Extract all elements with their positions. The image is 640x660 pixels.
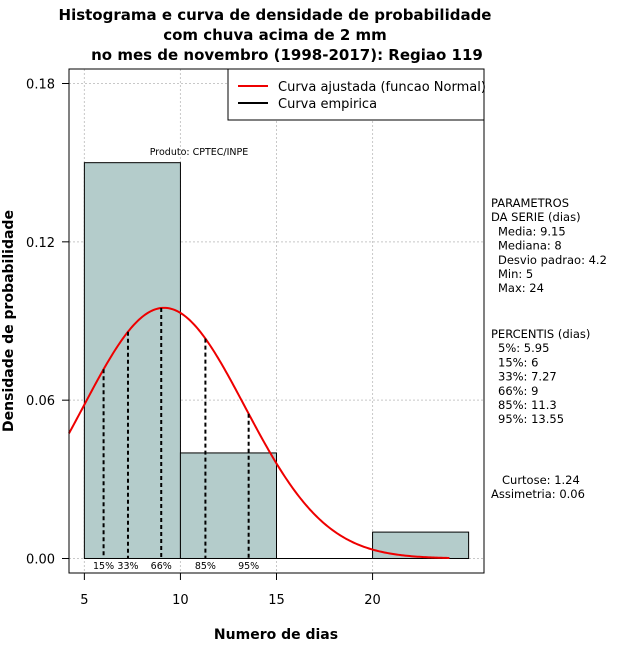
params-line-4: Desvio padrao: 4.2	[498, 253, 607, 267]
params-line-2: Media: 9.15	[498, 224, 566, 238]
y-axis-label: Densidade de probabilidade	[1, 210, 17, 432]
x-tick-label-1: 10	[172, 593, 189, 608]
chart-title-line-1: Histograma e curva de densidade de proba…	[59, 6, 492, 24]
params-line-0: PARAMETROS	[491, 196, 569, 210]
percentis-line-2: 15%: 6	[498, 355, 538, 369]
percentile-label-2: 66%	[151, 561, 172, 572]
product-annotation: Produto: CPTEC/INPE	[150, 147, 249, 158]
histogram-bar-3	[372, 531, 470, 559]
legend-normal-label: Curva ajustada (funcao Normal)	[278, 80, 486, 95]
x-tick-label-2: 15	[268, 593, 285, 608]
percentis-line-0: PERCENTIS (dias)	[491, 327, 590, 341]
y-tick-label-2: 0.12	[26, 236, 55, 251]
y-tick-label-1: 0.06	[26, 394, 55, 409]
y-axis: 0.00 0.06 0.12 0.18	[26, 78, 69, 567]
y-tick-label-0: 0.00	[26, 552, 55, 567]
percentile-label-4: 95%	[238, 561, 259, 572]
params-line-6: Max: 24	[498, 281, 544, 295]
percentile-label-0: 15%	[93, 561, 114, 572]
curves	[68, 306, 450, 559]
histogram-bars	[83, 162, 470, 559]
chart-title-line-3: no mes de novembro (1998-2017): Regiao 1…	[91, 46, 483, 64]
percentile-lines: 15% 33% 66% 85% 95%	[93, 308, 259, 572]
shape-line-0: Curtose: 1.24	[502, 473, 580, 487]
x-axis-label: Numero de dias	[214, 627, 338, 643]
percentis-line-5: 85%: 11.3	[498, 398, 557, 412]
legend: Curva ajustada (funcao Normal) Curva emp…	[227, 68, 486, 121]
percentile-label-1: 33%	[117, 561, 138, 572]
legend-box	[227, 68, 485, 121]
x-axis: 5 10 15 20	[80, 572, 381, 608]
percentis-line-1: 5%: 5.95	[498, 341, 549, 355]
params-line-3: Mediana: 8	[498, 239, 562, 253]
shape-line-1: Assimetria: 0.06	[491, 487, 585, 501]
histogram-bar-0	[83, 162, 181, 559]
y-tick-label-3: 0.18	[26, 78, 55, 93]
params-line-1: DA SERIE (dias)	[491, 210, 581, 224]
percentis-line-4: 66%: 9	[498, 384, 538, 398]
percentis-line-6: 95%: 13.55	[498, 412, 564, 426]
percentile-label-3: 85%	[195, 561, 216, 572]
params-line-5: Min: 5	[498, 267, 533, 281]
chart-title-line-2: com chuva acima de 2 mm	[163, 26, 387, 44]
x-tick-label-3: 20	[364, 593, 381, 608]
percentis-line-3: 33%: 7.27	[498, 370, 557, 384]
legend-empirical-label: Curva empirica	[278, 97, 377, 112]
x-tick-label-0: 5	[80, 593, 88, 608]
histogram-bar-1	[179, 452, 277, 559]
normal-fit-curve	[68, 306, 450, 559]
